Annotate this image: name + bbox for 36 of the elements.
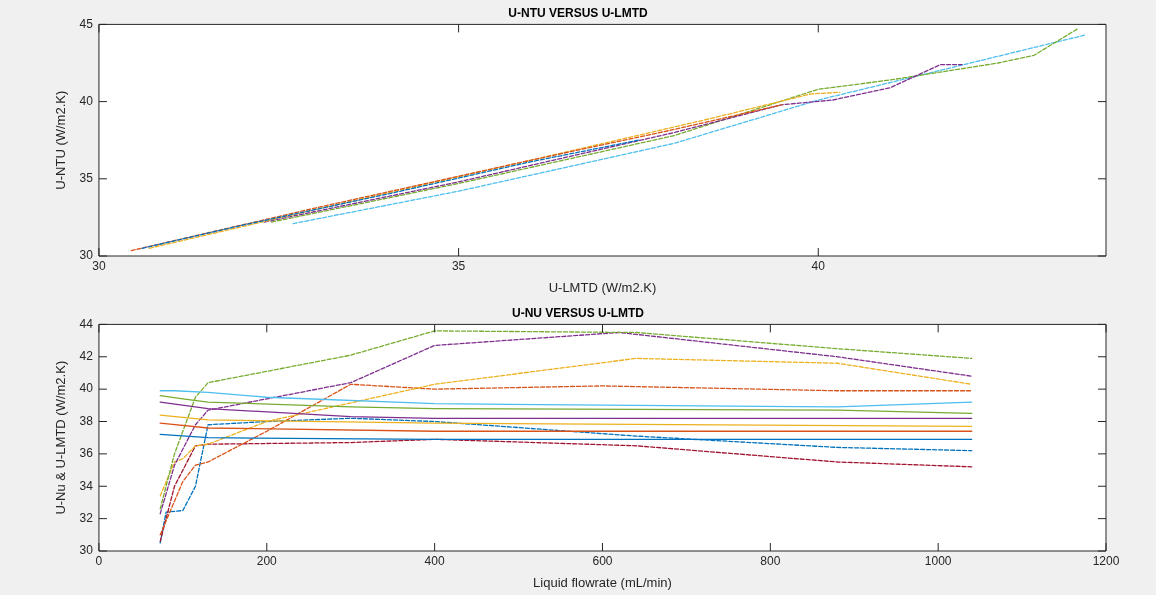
y-tick-label: 42 (79, 349, 94, 364)
x-axis-title: U-LMTD (W/m2.K) (548, 279, 657, 295)
chart-title: U-NU VERSUS U-LMTD (512, 305, 645, 320)
x-tick-label: 1000 (924, 553, 952, 568)
y-axis-title: U-Nu & U-LMTD (W/m2.K) (53, 360, 69, 515)
line-series (263, 63, 963, 223)
x-tick-label: 800 (760, 553, 781, 568)
x-tick-label: 200 (256, 553, 278, 568)
y-tick-label: 32 (79, 510, 94, 525)
y-tick-label: 38 (79, 413, 94, 428)
x-axis-title: Liquid flowrate (mL/min) (533, 574, 672, 590)
y-tick-label: 40 (79, 381, 94, 396)
line-series (148, 91, 841, 249)
line-series (159, 438, 973, 542)
y-tick-label: 44 (79, 316, 94, 331)
y-axis-title: U-NTU (W/m2.K) (53, 90, 69, 190)
x-tick-label: 0 (95, 553, 103, 568)
x-tick-label: 30 (92, 258, 106, 273)
line-series (159, 383, 973, 536)
x-tick-label: 1200 (1092, 553, 1120, 568)
line-series (159, 417, 973, 544)
x-tick-label: 40 (811, 258, 826, 273)
x-tick-label: 35 (451, 258, 466, 273)
x-tick-label: 600 (592, 553, 613, 568)
x-tick-label: 400 (424, 553, 445, 568)
y-tick-label: 35 (79, 171, 94, 186)
line-series (141, 139, 640, 249)
y-tick-label: 45 (79, 16, 94, 31)
line-series (159, 357, 973, 497)
line-series (130, 104, 783, 252)
y-tick-label: 30 (79, 248, 94, 263)
y-tick-label: 34 (79, 478, 94, 493)
y-tick-label: 36 (79, 446, 94, 461)
y-tick-label: 30 (79, 543, 94, 558)
y-tick-label: 40 (79, 93, 94, 108)
chart-title: U-NTU VERSUS U-LMTD (508, 5, 648, 20)
